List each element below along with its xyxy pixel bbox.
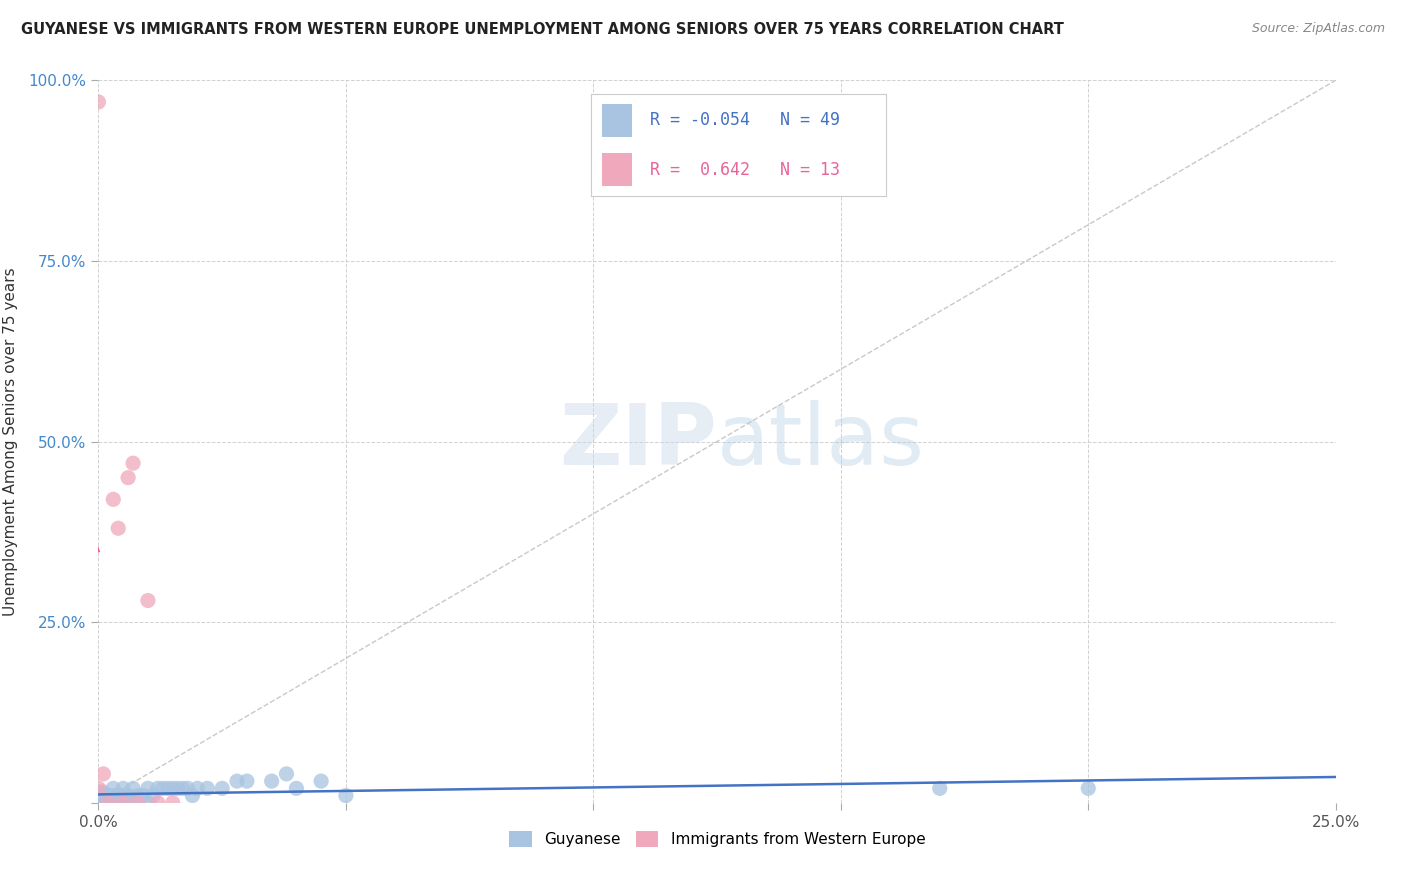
Point xyxy=(176,781,198,796)
Point xyxy=(1077,781,1099,796)
Point xyxy=(928,781,950,796)
Point xyxy=(93,789,115,803)
Point xyxy=(186,781,208,796)
Point xyxy=(112,789,135,803)
Point xyxy=(162,796,184,810)
Point xyxy=(276,767,298,781)
Point xyxy=(103,781,125,796)
Point xyxy=(146,796,169,810)
Point xyxy=(87,792,110,806)
Point xyxy=(93,767,115,781)
Text: ZIP: ZIP xyxy=(560,400,717,483)
Point xyxy=(93,785,115,799)
Point xyxy=(136,781,159,796)
Point xyxy=(172,781,194,796)
Point xyxy=(107,796,129,810)
Point xyxy=(112,796,135,810)
Point xyxy=(146,781,169,796)
Point xyxy=(107,789,129,803)
Point xyxy=(107,521,129,535)
Point xyxy=(152,781,174,796)
Point xyxy=(93,792,115,806)
Text: atlas: atlas xyxy=(717,400,925,483)
Point xyxy=(260,774,283,789)
Point xyxy=(97,796,120,810)
Y-axis label: Unemployment Among Seniors over 75 years: Unemployment Among Seniors over 75 years xyxy=(3,268,17,615)
Point xyxy=(87,796,110,810)
Point xyxy=(87,781,110,796)
Text: R =  0.642   N = 13: R = 0.642 N = 13 xyxy=(650,161,839,178)
Point xyxy=(122,781,145,796)
Point xyxy=(226,774,249,789)
Point xyxy=(166,781,188,796)
Point xyxy=(335,789,357,803)
Text: R = -0.054   N = 49: R = -0.054 N = 49 xyxy=(650,112,839,129)
Text: Source: ZipAtlas.com: Source: ZipAtlas.com xyxy=(1251,22,1385,36)
Point xyxy=(117,470,139,484)
Point xyxy=(87,95,110,109)
Point xyxy=(195,781,218,796)
Point xyxy=(97,796,120,810)
Point xyxy=(87,785,110,799)
Point xyxy=(93,796,115,810)
Legend: Guyanese, Immigrants from Western Europe: Guyanese, Immigrants from Western Europe xyxy=(502,825,932,853)
Point xyxy=(285,781,308,796)
Point xyxy=(142,789,165,803)
Point xyxy=(87,789,110,803)
Point xyxy=(136,593,159,607)
Point xyxy=(127,796,149,810)
Text: GUYANESE VS IMMIGRANTS FROM WESTERN EUROPE UNEMPLOYMENT AMONG SENIORS OVER 75 YE: GUYANESE VS IMMIGRANTS FROM WESTERN EURO… xyxy=(21,22,1064,37)
Point xyxy=(162,781,184,796)
Point xyxy=(103,789,125,803)
Point xyxy=(112,796,135,810)
Point xyxy=(103,796,125,810)
Point xyxy=(87,796,110,810)
Point xyxy=(309,774,332,789)
Point xyxy=(211,781,233,796)
Point xyxy=(103,492,125,507)
Point xyxy=(87,796,110,810)
Bar xyxy=(602,153,631,186)
Point xyxy=(181,789,204,803)
Point xyxy=(117,789,139,803)
Point xyxy=(156,781,179,796)
Point xyxy=(97,789,120,803)
Bar xyxy=(602,104,631,136)
Point xyxy=(122,796,145,810)
Point xyxy=(117,796,139,810)
Point xyxy=(122,456,145,470)
Point xyxy=(112,781,135,796)
Point xyxy=(132,789,155,803)
Point xyxy=(236,774,259,789)
Point xyxy=(136,796,159,810)
Point xyxy=(127,789,149,803)
